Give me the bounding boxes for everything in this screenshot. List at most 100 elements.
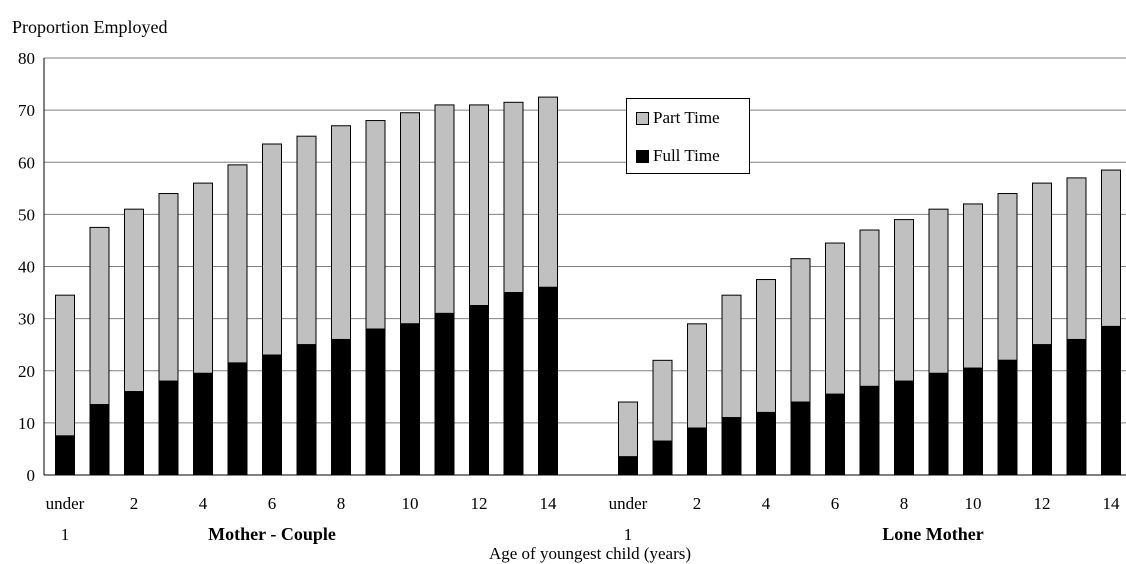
x-tick-label: 4 <box>199 494 208 513</box>
legend: Part Time Full Time <box>626 98 750 174</box>
bar-part-time <box>434 104 455 314</box>
bar-full-time <box>997 359 1018 476</box>
bar-part-time <box>538 96 558 288</box>
legend-label-part-time: Part Time <box>653 108 720 127</box>
y-tick-label: 60 <box>18 153 35 172</box>
bar-part-time <box>963 203 983 369</box>
bar-full-time <box>618 456 638 476</box>
bar-full-time <box>55 435 75 476</box>
part-time-swatch <box>636 111 649 125</box>
group-label-couple: Mother - Couple <box>208 524 336 544</box>
bar-part-time <box>331 125 351 340</box>
bar-full-time <box>158 380 179 476</box>
bar-part-time <box>193 182 213 374</box>
bar-full-time <box>400 323 420 476</box>
group-label-lone: Lone Mother <box>882 524 983 544</box>
bar-full-time <box>365 328 386 476</box>
y-tick-label: 30 <box>18 310 35 329</box>
bar-full-time <box>756 411 776 476</box>
bar-part-time <box>55 294 75 437</box>
y-tick-label: 20 <box>18 362 35 381</box>
bar-part-time <box>1101 169 1121 327</box>
bar-part-time <box>859 229 880 387</box>
bar-full-time <box>124 391 144 476</box>
bar-part-time <box>400 112 420 325</box>
legend-label-full-time: Full Time <box>653 146 720 165</box>
y-tick-label: 10 <box>18 414 35 433</box>
bar-part-time <box>262 143 282 356</box>
bar-part-time <box>790 258 811 403</box>
bar-part-time <box>1032 182 1052 346</box>
bar-part-time <box>296 135 317 346</box>
bar-full-time <box>825 393 845 476</box>
x-tick-label: 1 <box>624 525 633 544</box>
bar-full-time <box>193 372 213 476</box>
bar-part-time <box>894 219 914 382</box>
x-tick-label: 8 <box>337 494 346 513</box>
x-tick-label: 1 <box>61 525 70 544</box>
bar-full-time <box>687 427 707 476</box>
x-tick-label: under <box>609 494 648 513</box>
x-tick-label: 8 <box>900 494 909 513</box>
bar-full-time <box>89 404 110 476</box>
bar-full-time <box>1032 344 1052 476</box>
bar-part-time <box>227 164 248 364</box>
bar-full-time <box>331 338 351 476</box>
bar-full-time <box>434 312 455 476</box>
bar-full-time <box>469 305 489 476</box>
x-tick-label: 10 <box>402 494 419 513</box>
bar-part-time <box>928 208 949 374</box>
bar-full-time <box>790 401 811 476</box>
bar-full-time <box>928 372 949 476</box>
bar-part-time <box>469 104 489 307</box>
bar-part-time <box>997 193 1018 361</box>
x-tick-label: 4 <box>762 494 771 513</box>
bar-part-time <box>503 101 524 294</box>
y-axis-ticks: 0 10 20 30 40 50 60 70 80 <box>18 49 35 485</box>
x-tick-label: 6 <box>831 494 840 513</box>
x-tick-label: under <box>46 494 85 513</box>
bar-full-time <box>538 286 558 476</box>
bar-full-time <box>1066 338 1087 476</box>
bar-full-time <box>859 385 880 476</box>
bar-full-time <box>963 367 983 476</box>
bar-part-time <box>652 359 673 442</box>
y-tick-label: 70 <box>18 101 35 120</box>
bar-part-time <box>687 323 707 429</box>
x-axis-title: Age of youngest child (years) <box>489 544 691 563</box>
bar-part-time <box>825 242 845 395</box>
x-tick-label: 2 <box>130 494 139 513</box>
x-tick-label: 14 <box>1103 494 1121 513</box>
bar-full-time <box>652 440 673 476</box>
bar-full-time <box>503 292 524 476</box>
bar-part-time <box>124 208 144 393</box>
bar-full-time <box>1101 325 1121 476</box>
bar-full-time <box>894 380 914 476</box>
bar-full-time <box>227 362 248 476</box>
y-tick-label: 50 <box>18 205 35 224</box>
y-axis-title: Proportion Employed <box>12 17 168 37</box>
x-tick-label: 14 <box>540 494 558 513</box>
x-tick-label: 12 <box>471 494 488 513</box>
bar-full-time <box>721 417 742 476</box>
bar-part-time <box>158 193 179 382</box>
bar-part-time <box>618 401 638 458</box>
x-tick-label: 12 <box>1034 494 1051 513</box>
x-tick-label: 10 <box>965 494 982 513</box>
legend-item-part-time: Part Time <box>636 108 720 128</box>
y-tick-label: 80 <box>18 49 35 68</box>
bar-part-time <box>365 120 386 330</box>
bar-part-time <box>721 294 742 419</box>
bar-part-time <box>1066 177 1087 340</box>
x-tick-label: 2 <box>693 494 702 513</box>
legend-item-full-time: Full Time <box>636 146 720 166</box>
bars <box>55 96 1121 476</box>
x-tick-label: 6 <box>268 494 277 513</box>
bar-full-time <box>262 354 282 476</box>
bar-part-time <box>756 279 776 413</box>
bar-part-time <box>89 226 110 406</box>
y-tick-label: 0 <box>27 466 36 485</box>
bar-full-time <box>296 344 317 476</box>
